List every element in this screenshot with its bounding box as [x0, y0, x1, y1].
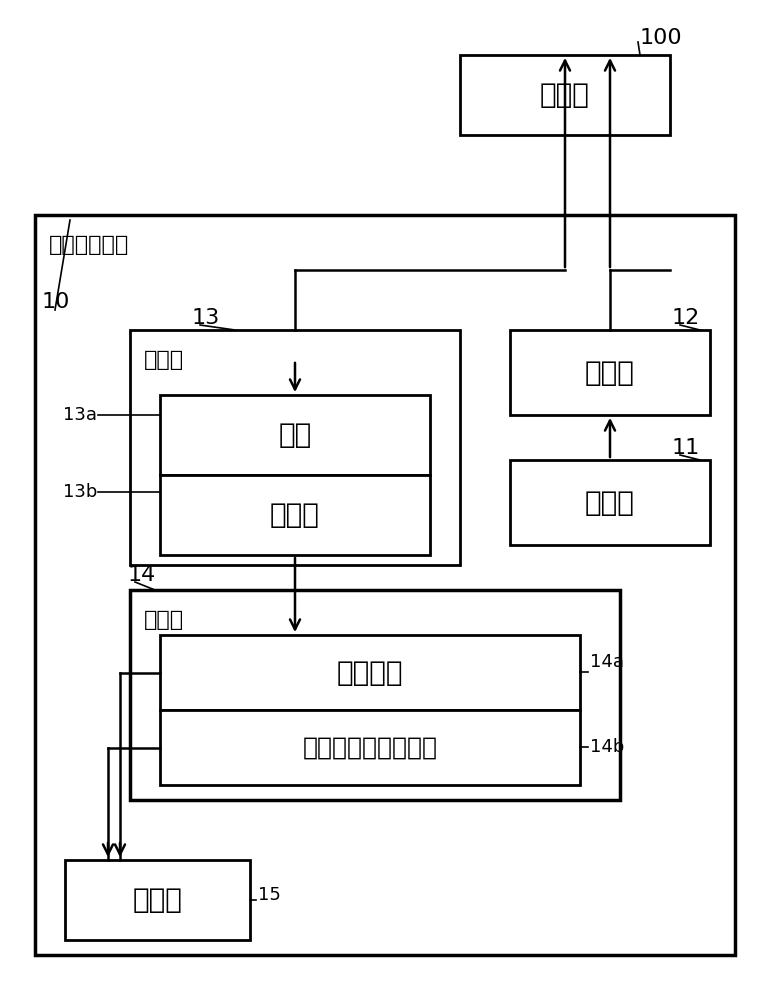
- Bar: [65, 860, 250, 940]
- Bar: [160, 395, 430, 475]
- Text: 照射部: 照射部: [585, 359, 635, 386]
- Text: 13: 13: [192, 308, 220, 328]
- Text: 确定部: 确定部: [133, 886, 183, 914]
- Text: 14b: 14b: [590, 738, 624, 756]
- Bar: [460, 55, 670, 135]
- Bar: [130, 590, 620, 800]
- Text: 15: 15: [258, 886, 281, 904]
- Text: 设定部: 设定部: [585, 488, 635, 516]
- Bar: [160, 710, 580, 785]
- Bar: [35, 215, 735, 955]
- Text: 14a: 14a: [590, 653, 624, 671]
- Text: 物质确定装置: 物质确定装置: [49, 235, 129, 255]
- Text: 12: 12: [672, 308, 700, 328]
- Bar: [510, 460, 710, 545]
- Text: 对象物: 对象物: [540, 81, 590, 109]
- Bar: [160, 635, 580, 710]
- Text: 11: 11: [672, 438, 700, 458]
- Text: 100: 100: [640, 28, 683, 48]
- Text: 已知物质的发光数据: 已知物质的发光数据: [303, 736, 438, 760]
- Text: 解析部: 解析部: [270, 501, 320, 529]
- Text: 测定部: 测定部: [144, 350, 184, 370]
- Bar: [160, 475, 430, 555]
- Bar: [130, 330, 460, 565]
- Text: 13a: 13a: [63, 406, 97, 424]
- Bar: [510, 330, 710, 415]
- Text: 13b: 13b: [63, 483, 97, 501]
- Text: 14: 14: [128, 565, 156, 585]
- Text: 相机: 相机: [278, 421, 312, 449]
- Text: 存储部: 存储部: [144, 610, 184, 630]
- Text: 10: 10: [42, 292, 71, 312]
- Text: 发光数据: 发光数据: [336, 658, 403, 686]
